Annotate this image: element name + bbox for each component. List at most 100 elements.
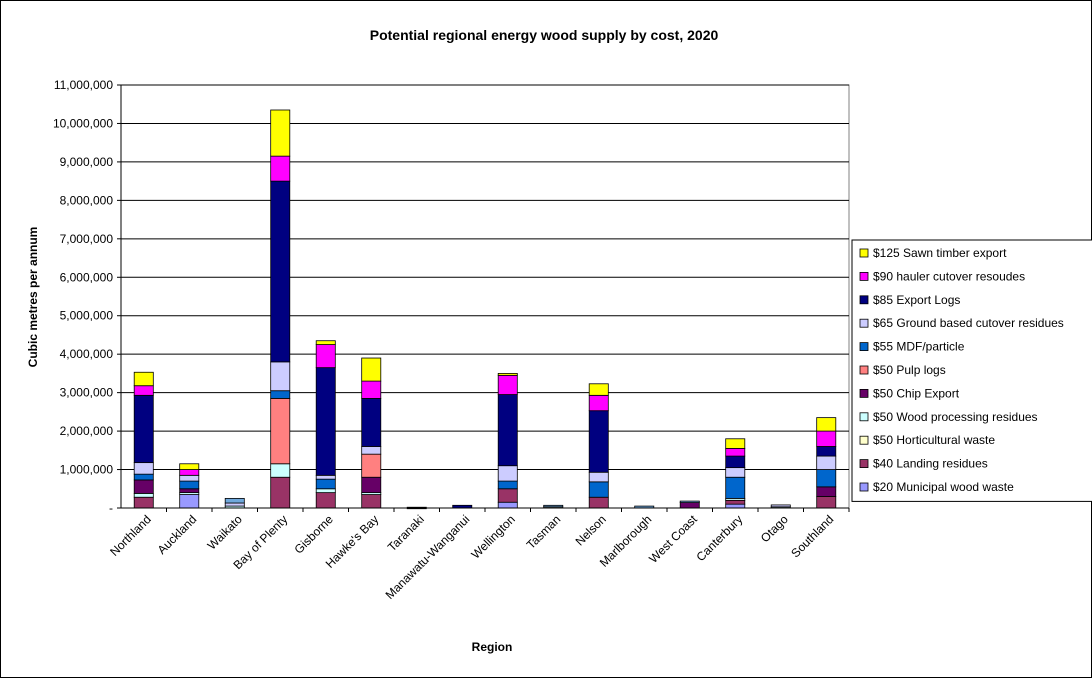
bar-segment xyxy=(361,494,382,509)
bar-segment xyxy=(497,465,518,482)
bar-segment xyxy=(816,430,837,447)
bar-segment-small xyxy=(679,500,700,503)
y-tick-label: 5,000,000 xyxy=(60,309,114,323)
bar-segment xyxy=(315,367,336,476)
bar-segment xyxy=(725,499,746,505)
y-tick-label: - xyxy=(109,501,113,515)
bar-segment xyxy=(133,473,154,481)
bar-segment xyxy=(588,496,609,509)
x-tick-label: Wellington xyxy=(469,512,518,561)
y-tick-label: 11,000,000 xyxy=(54,78,113,92)
bar-segment xyxy=(270,398,291,465)
legend-box xyxy=(851,239,1092,502)
y-tick-label: 3,000,000 xyxy=(60,386,114,400)
bar-segment xyxy=(497,480,518,490)
bar-segment xyxy=(725,467,746,478)
bar-segment xyxy=(725,455,746,469)
x-tick-label: Tasman xyxy=(524,512,564,552)
bar-segment xyxy=(497,394,518,467)
bar-segment xyxy=(816,486,837,497)
legend-swatch xyxy=(859,342,869,352)
bar-segment xyxy=(588,394,609,412)
legend-label: $85 Export Logs xyxy=(873,293,960,307)
legend-swatch xyxy=(859,271,869,281)
x-tick-label: Nelson xyxy=(573,512,609,548)
bar-series xyxy=(133,109,837,510)
bar-segment xyxy=(315,344,336,369)
bar-segment xyxy=(315,474,336,480)
bar-segment xyxy=(725,503,746,509)
y-tick-label: 6,000,000 xyxy=(60,270,114,284)
bar-segment xyxy=(133,385,154,396)
legend-swatch xyxy=(859,459,869,469)
y-tick-label: 2,000,000 xyxy=(60,424,114,438)
bar-segment xyxy=(133,479,154,494)
bar-segment xyxy=(361,476,382,494)
bar-segment xyxy=(770,504,791,508)
bar-segment xyxy=(133,462,154,475)
legend-swatch xyxy=(859,295,869,305)
y-tick-label: 10,000,000 xyxy=(53,116,113,130)
plot-area xyxy=(120,84,850,509)
bar-segment xyxy=(315,478,336,490)
bar-segment xyxy=(361,380,382,399)
bar-segment xyxy=(179,488,200,494)
bar-segment xyxy=(361,453,382,478)
legend-swatch xyxy=(859,318,869,328)
legend-label: $90 hauler cutover resoudes xyxy=(873,269,1025,283)
bar-segment xyxy=(361,398,382,447)
legend-swatch xyxy=(859,248,869,258)
bar-segment xyxy=(497,373,518,376)
y-axis-title: Cubic metres per annum xyxy=(26,227,40,368)
x-axis-title: Region xyxy=(472,640,513,654)
bar-segment xyxy=(497,374,518,395)
bar-segment xyxy=(816,446,837,457)
bar-segment xyxy=(270,390,291,399)
legend-label: $20 Municipal wood waste xyxy=(873,480,1014,494)
bar-segment-small xyxy=(224,497,245,504)
x-tick-label: Southland xyxy=(788,512,836,560)
bar-segment xyxy=(270,361,291,392)
legend-swatch xyxy=(859,388,869,398)
legend-swatch xyxy=(859,482,869,492)
bar-segment xyxy=(270,463,291,478)
bar-segment xyxy=(816,496,837,509)
x-tick-label: Waikato xyxy=(205,512,245,552)
x-tick-label: Taranaki xyxy=(385,512,427,554)
bar-segment xyxy=(179,474,200,482)
y-tick-label: 8,000,000 xyxy=(60,193,114,207)
legend-swatch xyxy=(859,412,869,422)
bar-segment xyxy=(497,488,518,503)
legend-label: $50 Chip Export xyxy=(873,386,960,400)
y-tick-label: 7,000,000 xyxy=(60,232,114,246)
legend-label: $65 Ground based cutover residues xyxy=(873,316,1064,330)
legend-swatch xyxy=(859,365,869,375)
bar-segment xyxy=(270,180,291,363)
x-tick-label: Auckland xyxy=(155,512,200,557)
legend-label: $125 Sawn timber export xyxy=(873,246,1007,260)
bar-segment xyxy=(725,447,746,457)
chart-title: Potential regional energy wood supply by… xyxy=(370,27,719,43)
bar-segment xyxy=(816,469,837,488)
bar-segment xyxy=(588,471,609,483)
x-tick-label: West Coast xyxy=(646,512,700,566)
bar-segment xyxy=(816,455,837,470)
bar-segment xyxy=(270,476,291,509)
y-tick-label: 9,000,000 xyxy=(60,155,114,169)
bar-segment xyxy=(588,481,609,498)
legend-label: $55 MDF/particle xyxy=(873,340,965,354)
legend-label: $50 Pulp logs xyxy=(873,363,946,377)
bar-segment xyxy=(588,410,609,473)
bar-segment xyxy=(133,371,154,387)
bar-segment xyxy=(315,488,336,494)
bar-segment xyxy=(224,502,245,507)
bar-segment xyxy=(270,155,291,182)
bar-segment xyxy=(315,340,336,345)
legend-label: $50 Horticultural waste xyxy=(873,433,995,447)
bar-segment xyxy=(816,417,837,432)
bar-segment xyxy=(179,480,200,490)
bar-segment xyxy=(679,501,700,509)
